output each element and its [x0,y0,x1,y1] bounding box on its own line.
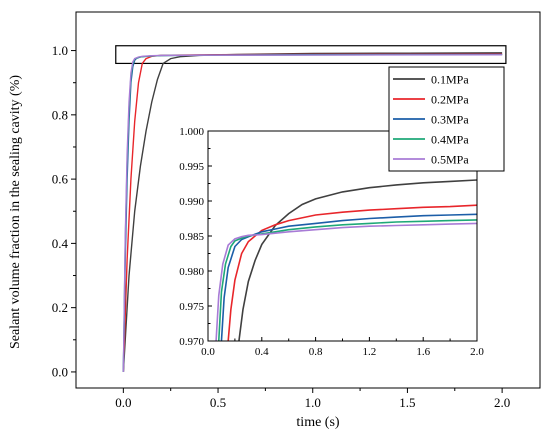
x-axis-label: time (s) [296,415,339,430]
main-x-tick-label: 1.5 [399,395,415,410]
inset-x-tick-label: 1.6 [416,346,430,358]
inset-series-line-0.3MPa [220,213,477,341]
main-x-tick-label: 0.0 [115,395,131,410]
inset-y-tick-label: 0.970 [179,336,204,348]
inset-y-ticks: 0.970 0.975 0.980 0.985 0.990 0.995 1.000 [179,126,212,348]
legend-label-0.4MPa: 0.4MPa [431,133,469,147]
legend: 0.1MPa 0.2MPa 0.3MPa 0.4MPa 0.5MPa [388,66,505,172]
main-series-group [122,52,503,372]
inset-x-tick-label: 0.0 [201,346,215,358]
inset-x-tick-label: 0.8 [309,346,323,358]
inset-series-line-0.1MPa [238,179,477,341]
inset-x-ticks: 0.0 0.4 0.8 1.2 1.6 2.0 [201,337,484,358]
legend-label-0.1MPa: 0.1MPa [431,73,469,87]
main-plot-frame [75,11,541,389]
main-plot: 0.0 0.5 1.0 1.5 2.0 0.0 0.2 0.4 0.6 0.8 1.0 time … [8,11,541,430]
inset-series-group [215,179,477,341]
legend-entries: 0.1MPa 0.2MPa 0.3MPa 0.4MPa 0.5MPa [393,73,469,167]
legend-label-0.3MPa: 0.3MPa [431,113,469,127]
legend-label-0.5MPa: 0.5MPa [431,153,469,167]
main-x-tick-label: 1.0 [305,395,321,410]
main-x-tick-label: 0.5 [210,395,226,410]
main-y-tick-label: 0.0 [52,364,68,379]
main-series-line-0.5MPa [122,54,503,372]
main-series-line-0.1MPa [122,52,503,372]
main-x-ticks: 0.0 0.5 1.0 1.5 2.0 [115,388,510,410]
main-y-tick-label: 0.2 [52,300,68,315]
inset-series-line-0.5MPa [215,222,477,341]
inset-y-tick-label: 0.995 [179,161,204,173]
inset-y-tick-label: 0.990 [179,196,204,208]
main-x-tick-label: 2.0 [494,395,510,410]
main-y-tick-label: 1.0 [52,43,68,58]
highlight-box [115,45,507,65]
highlight-box-group [115,45,507,65]
inset-y-tick-label: 1.000 [179,126,204,138]
legend-label-0.2MPa: 0.2MPa [431,93,469,107]
inset-y-tick-label: 0.985 [179,231,204,243]
inset-x-tick-label: 0.4 [255,346,269,358]
inset-x-tick-label: 1.2 [363,346,377,358]
inset-y-tick-label: 0.975 [179,301,204,313]
main-y-ticks: 0.0 0.2 0.4 0.6 0.8 1.0 [52,43,76,379]
main-y-tick-label: 0.8 [52,107,68,122]
inset-y-tick-label: 0.980 [179,266,204,278]
y-axis-label: Sealant volume fraction in the sealing c… [8,75,23,349]
inset-series-line-0.2MPa [227,204,477,341]
main-y-tick-label: 0.4 [52,236,69,251]
inset-x-tick-label: 2.0 [470,346,484,358]
inset-series-line-0.4MPa [217,219,477,341]
main-y-tick-label: 0.6 [52,172,69,187]
